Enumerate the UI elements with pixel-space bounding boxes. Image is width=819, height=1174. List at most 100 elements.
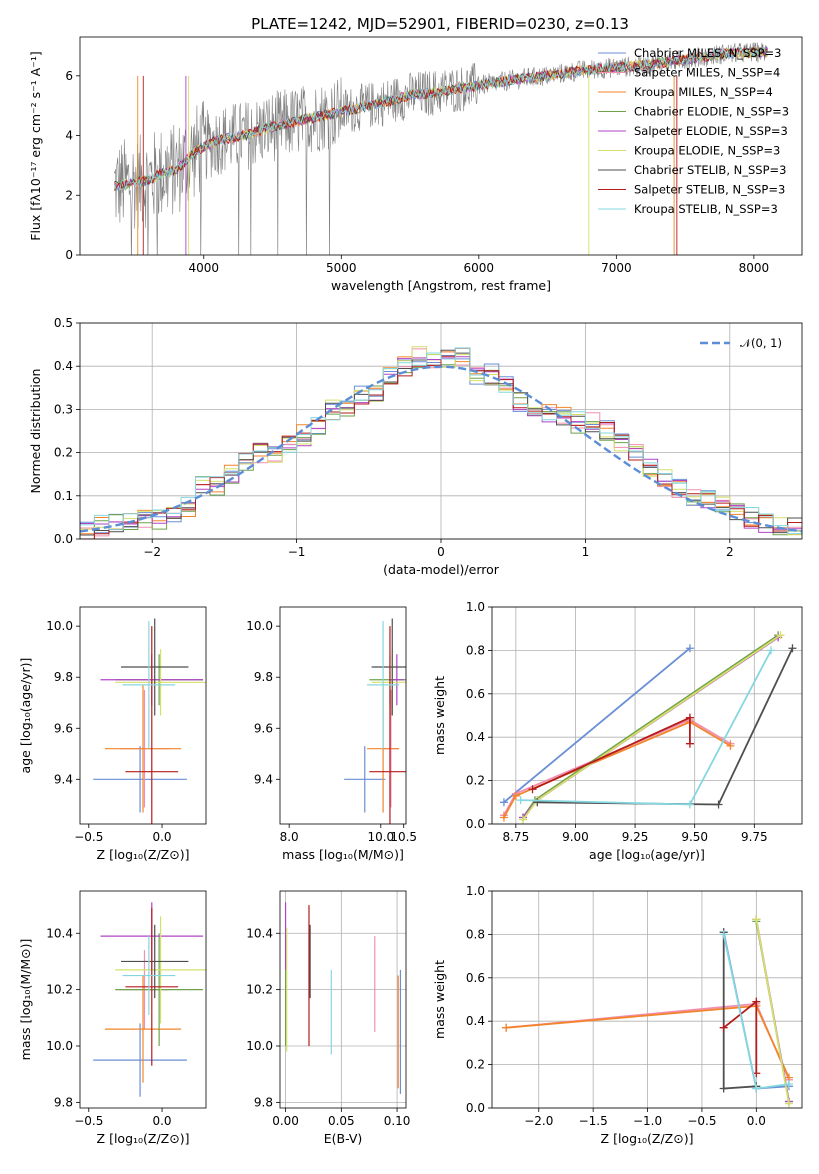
legend-label: Kroupa ELODIE, N_SSP=3: [634, 144, 780, 158]
weight-marker-kroupa-miles: [726, 741, 735, 750]
histogram-kroupa-stelib: [80, 347, 802, 539]
y-tick-label: 4: [65, 129, 73, 143]
plot-area: [114, 42, 768, 255]
weight-marker-chabrier-miles: [499, 798, 508, 807]
x-tick-label: 9.50: [681, 830, 708, 844]
x-tick-label: 8.75: [502, 830, 529, 844]
legend-label: Salpeter ELODIE, N_SSP=3: [634, 124, 788, 138]
legend-label: Kroupa MILES, N_SSP=4: [634, 85, 773, 99]
x-tick-label: 2: [726, 545, 734, 559]
weight-marker-kroupa-elodie: [752, 915, 761, 924]
y-axis-label: Flux [fλ10⁻¹⁷ erg cm⁻² s⁻¹ A⁻¹]: [28, 51, 43, 240]
x-tick-label: 0: [437, 545, 445, 559]
weight-marker-kroupa-miles: [502, 1023, 511, 1032]
panel-z-mass: −0.5 0.0 9.8 10.0 10.2 10.4 Z [log₁₀(Z/Z⊙)] mas…: [18, 890, 207, 1146]
y-tick-label: 0.2: [466, 1058, 485, 1072]
weight-marker-kroupa-elodie: [784, 1099, 793, 1108]
axes-frame: [79, 322, 803, 540]
y-tick-label: 0.2: [466, 774, 485, 788]
weight-marker-kroupa-stelib: [784, 1080, 793, 1089]
x-axis-label: wavelength [Angstrom, rest frame]: [331, 278, 551, 293]
plot-area: [284, 902, 402, 1094]
y-tick-label: 0.1: [54, 489, 73, 503]
x-tick-label: −2: [143, 545, 161, 559]
y-tick-label: 9.8: [54, 1095, 73, 1109]
y-tick-label: 0.5: [54, 316, 73, 330]
weight-marker-kroupa-elodie: [519, 815, 527, 824]
y-tick-label: 10.0: [46, 619, 73, 633]
y-tick-label: 0: [65, 248, 73, 262]
panel-ebv-mass: 0.00 0.05 0.10 9.8 10.0 10.2 10.4 E(B-V): [246, 890, 411, 1146]
y-tick-label: 9.8: [254, 670, 273, 684]
x-tick-label: 0.0: [152, 830, 171, 844]
panel-z-weight: −2.0 −1.5 −1.0 −0.5 0.0 0.0 0.2 0.4 0.6 0.8 1.0 Z […: [432, 884, 803, 1146]
y-tick-label: 0.6: [466, 687, 485, 701]
y-tick-label: 0.6: [466, 971, 485, 985]
axes-frame: [279, 606, 407, 825]
weight-line-salpeter-stelib: [532, 716, 691, 791]
x-axis-label: (data-model)/error: [383, 562, 500, 577]
y-axis-label: Normed distribution: [28, 369, 43, 494]
normal-curve: [80, 365, 802, 533]
legend-label: Chabrier ELODIE, N_SSP=3: [634, 105, 789, 119]
y-tick-label: 10.4: [46, 926, 73, 940]
panel-z-age: −0.5 0.0 9.4 9.6 9.8 10.0 Z [log₁₀(Z/Z⊙)] age […: [18, 606, 207, 862]
y-tick-label: 10.0: [246, 1039, 273, 1053]
weight-line-kroupa-miles: [503, 720, 731, 818]
y-tick-label: 10.4: [246, 926, 273, 940]
x-axis-label: E(B-V): [324, 1131, 363, 1146]
panel-age-weight: 8.75 9.00 9.25 9.50 9.75 0.0 0.2 0.4 0.6 0.8 1.0 ag…: [432, 600, 803, 862]
x-tick-label: 9.25: [622, 830, 649, 844]
weight-marker-salpeter-stelib: [719, 1023, 728, 1032]
axes-frame: [491, 606, 803, 825]
x-tick-label: 9.00: [562, 830, 589, 844]
weight-marker-kroupa-stelib: [752, 1084, 761, 1093]
weight-line-kroupa-elodie: [755, 919, 790, 1104]
y-tick-label: 1.0: [466, 884, 485, 898]
x-tick-label: 9.75: [741, 830, 768, 844]
x-tick-label: −1.0: [633, 1114, 662, 1128]
y-tick-label: 9.6: [54, 721, 73, 735]
y-tick-label: 1.0: [466, 600, 485, 614]
plot-area: [344, 618, 406, 824]
x-tick-label: 0.0: [152, 1114, 171, 1128]
x-tick-label: −2.0: [524, 1114, 553, 1128]
x-tick-label: 6000: [464, 261, 495, 275]
axes-frame: [491, 890, 803, 1109]
weight-marker-chabrier-stelib: [714, 800, 723, 809]
x-tick-label: 8.0: [280, 830, 299, 844]
x-axis-label: age [log₁₀(age/yr)]: [589, 847, 705, 862]
x-tick-label: 0.10: [384, 1114, 411, 1128]
weight-line-salpeter-elodie: [522, 636, 779, 819]
x-tick-label: 10.5: [390, 830, 417, 844]
axes-frame: [79, 606, 207, 825]
y-tick-label: 9.8: [54, 670, 73, 684]
x-tick-label: −1.5: [579, 1114, 608, 1128]
weight-marker-salpeter-stelib: [752, 997, 761, 1006]
x-axis-label: Z [log₁₀(Z/Z⊙)]: [97, 847, 190, 862]
panel-residuals: −2 −1 0 1 2 0.0 0.1 0.2 0.3 0.4 0.5 (data-model)/er…: [28, 316, 803, 577]
weight-marker-chabrier-miles: [685, 644, 694, 653]
panel-spectrum: 4000 5000 6000 7000 8000 0 2 4 6 wavelength [Angs…: [28, 36, 803, 293]
plot-area: [502, 915, 793, 1108]
y-tick-label: 0.3: [54, 402, 73, 416]
x-tick-label: 0.0: [747, 1114, 766, 1128]
model-kroupa-stelib: [114, 46, 768, 192]
x-tick-label: 10.0: [367, 830, 394, 844]
y-axis-label: mass weight: [432, 960, 447, 1039]
legend-label: Salpeter MILES, N_SSP=4: [634, 66, 780, 80]
plot-area: [93, 902, 206, 1097]
weight-marker-kroupa-miles: [499, 813, 508, 822]
axes-frame: [79, 890, 207, 1109]
y-tick-label: 0.0: [466, 817, 485, 831]
y-tick-label: 9.4: [54, 772, 73, 786]
weight-marker-kroupa-stelib: [516, 796, 525, 805]
y-tick-label: 9.8: [254, 1095, 273, 1109]
y-tick-label: 10.2: [246, 983, 273, 997]
plot-area: [80, 346, 802, 539]
y-tick-label: 10.2: [46, 983, 73, 997]
y-tick-label: 0.4: [54, 359, 73, 373]
x-tick-label: −1: [288, 545, 306, 559]
y-tick-label: 10.0: [46, 1039, 73, 1053]
